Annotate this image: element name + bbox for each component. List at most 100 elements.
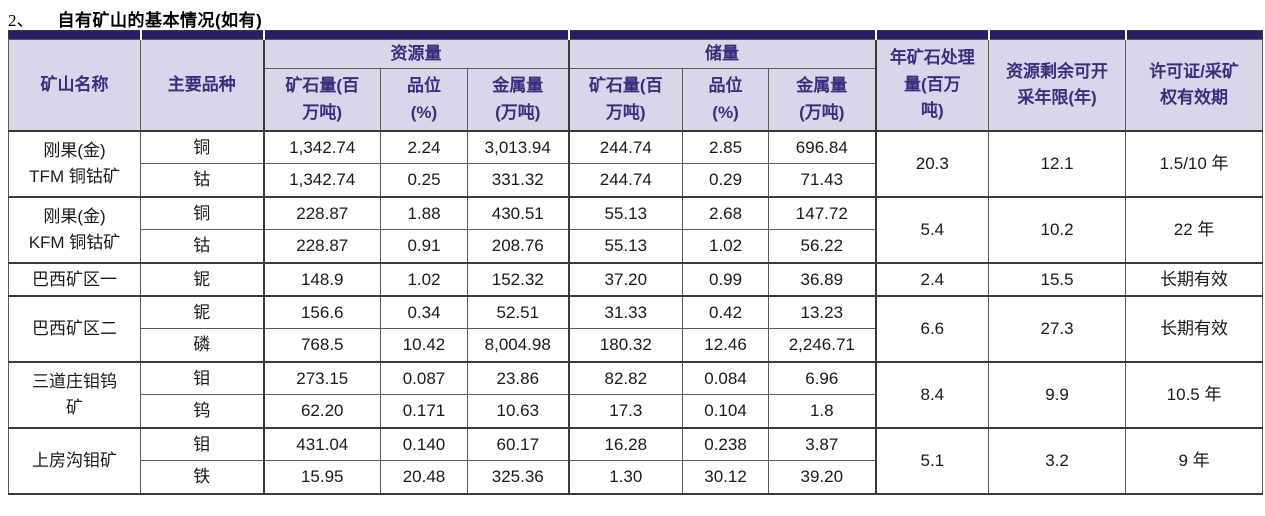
table-row: 上房沟钼矿 钼 431.04 0.140 60.17 16.28 0.238 3… <box>8 426 1264 495</box>
license-cell: 1.5/10 年 <box>1125 129 1264 198</box>
section-title: 2、 自有矿山的基本情况(如有) <box>0 0 1265 30</box>
rsv-ore-cell: 244.74 <box>567 163 684 198</box>
rsv-ore-cell: 180.32 <box>567 328 684 363</box>
rsv-metal-cell: 13.23 <box>768 294 877 330</box>
col-header-mine-name: 矿山名称 <box>8 38 141 132</box>
res-ore-cell: 15.95 <box>262 460 381 495</box>
accent-bar-segment <box>139 30 264 40</box>
rsv-metal-cell: 3.87 <box>768 426 877 462</box>
rsv-grade-cell: 0.29 <box>682 163 770 198</box>
res-grade-cell: 0.140 <box>380 426 468 462</box>
col-header-variety: 主要品种 <box>140 38 264 132</box>
res-grade-cell: 0.34 <box>380 294 468 330</box>
res-grade-cell: 1.88 <box>380 195 468 231</box>
variety-cell: 钴 <box>140 163 264 198</box>
rsv-metal-cell: 36.89 <box>768 261 877 297</box>
rsv-metal-cell: 147.72 <box>768 195 877 231</box>
header-row-groups: 矿山名称 主要品种 资源量 储量 年矿石处理 量(百万 吨) 资源剩余可开 采年… <box>8 38 1264 132</box>
accent-bar-segment <box>1124 30 1263 40</box>
rsv-grade-cell: 0.104 <box>682 394 770 429</box>
accent-bar-segment <box>874 30 989 40</box>
col-header-license: 许可证/采矿 权有效期 <box>1125 38 1264 132</box>
variety-cell: 铁 <box>140 460 264 495</box>
variety-cell: 铌 <box>140 261 264 297</box>
col-header-rsv-ore: 矿石量(百 万吨) <box>567 68 684 132</box>
res-ore-cell: 1,342.74 <box>262 163 381 198</box>
col-header-rsv-metal: 金属量 (万吨) <box>768 68 877 132</box>
col-group-resources: 资源量 <box>262 38 570 70</box>
rsv-grade-cell: 0.238 <box>682 426 770 462</box>
res-grade-cell: 0.25 <box>380 163 468 198</box>
license-cell: 长期有效 <box>1125 261 1264 297</box>
accent-bar-segment <box>567 30 876 40</box>
col-header-res-grade: 品位 (%) <box>380 68 468 132</box>
table-row: 巴西矿区二 铌 156.6 0.34 52.51 31.33 0.42 13.2… <box>8 294 1264 363</box>
license-cell: 9 年 <box>1125 426 1264 495</box>
res-metal-cell: 23.86 <box>466 360 570 396</box>
remaining-years-cell: 15.5 <box>988 261 1127 297</box>
table-row: 钴 1,342.74 0.25 331.32 244.74 0.29 71.43 <box>9 163 1263 198</box>
table-top-accent-bar <box>8 30 1263 40</box>
col-header-res-ore: 矿石量(百 万吨) <box>262 68 381 132</box>
rsv-ore-cell: 31.33 <box>567 294 684 330</box>
license-cell: 22 年 <box>1125 195 1264 264</box>
col-header-res-metal: 金属量 (万吨) <box>466 68 570 132</box>
res-grade-cell: 0.171 <box>380 394 468 429</box>
res-ore-cell: 431.04 <box>262 426 381 462</box>
rsv-metal-cell: 39.20 <box>768 460 877 495</box>
mine-name-cell: 刚果(金) KFM 铜钴矿 <box>8 195 141 264</box>
res-grade-cell: 0.91 <box>380 229 468 264</box>
res-grade-cell: 10.42 <box>380 328 468 363</box>
mine-name-cell: 刚果(金) TFM 铜钴矿 <box>8 129 141 198</box>
col-header-rsv-grade: 品位 (%) <box>682 68 770 132</box>
rsv-metal-cell: 1.8 <box>768 394 877 429</box>
variety-cell: 钨 <box>140 394 264 429</box>
rsv-metal-cell: 6.96 <box>768 360 877 396</box>
res-grade-cell: 20.48 <box>380 460 468 495</box>
res-metal-cell: 52.51 <box>466 294 570 330</box>
res-metal-cell: 331.32 <box>466 163 570 198</box>
table-row: 刚果(金) TFM 铜钴矿 铜 1,342.74 2.24 3,013.94 2… <box>8 129 1264 198</box>
remaining-years-cell: 12.1 <box>988 129 1127 198</box>
variety-cell: 铌 <box>140 294 264 330</box>
rsv-ore-cell: 55.13 <box>567 229 684 264</box>
res-grade-cell: 2.24 <box>380 129 468 165</box>
remaining-years-cell: 10.2 <box>988 195 1127 264</box>
rsv-grade-cell: 2.85 <box>682 129 770 165</box>
rsv-ore-cell: 37.20 <box>567 261 684 297</box>
rsv-ore-cell: 244.74 <box>567 129 684 165</box>
mines-table: 矿山名称 主要品种 资源量 储量 年矿石处理 量(百万 吨) 资源剩余可开 采年… <box>8 30 1264 495</box>
rsv-metal-cell: 71.43 <box>768 163 877 198</box>
table-row: 巴西矿区一 铌 148.9 1.02 152.32 37.20 0.99 36.… <box>8 261 1264 297</box>
col-header-annual-processing: 年矿石处理 量(百万 吨) <box>874 38 990 132</box>
annual-processing-cell: 5.1 <box>874 426 990 495</box>
res-grade-cell: 0.087 <box>380 360 468 396</box>
res-ore-cell: 62.20 <box>262 394 381 429</box>
rsv-metal-cell: 2,246.71 <box>768 328 877 363</box>
annual-processing-cell: 8.4 <box>874 360 990 429</box>
accent-bar-segment <box>262 30 569 40</box>
rsv-grade-cell: 0.084 <box>682 360 770 396</box>
variety-cell: 钼 <box>140 360 264 396</box>
mine-name-cell: 巴西矿区一 <box>8 261 141 297</box>
rsv-ore-cell: 1.30 <box>567 460 684 495</box>
res-ore-cell: 228.87 <box>262 229 381 264</box>
variety-cell: 铜 <box>140 195 264 231</box>
res-metal-cell: 8,004.98 <box>466 328 570 363</box>
remaining-years-cell: 27.3 <box>988 294 1127 363</box>
res-ore-cell: 1,342.74 <box>262 129 381 165</box>
col-group-reserves: 储量 <box>567 38 877 70</box>
rsv-grade-cell: 0.42 <box>682 294 770 330</box>
res-ore-cell: 148.9 <box>262 261 381 297</box>
annual-processing-cell: 6.6 <box>874 294 990 363</box>
res-ore-cell: 273.15 <box>262 360 381 396</box>
res-metal-cell: 325.36 <box>466 460 570 495</box>
rsv-ore-cell: 55.13 <box>567 195 684 231</box>
table-row: 三道庄钼钨 矿 钼 273.15 0.087 23.86 82.82 0.084… <box>8 360 1264 429</box>
res-metal-cell: 10.63 <box>466 394 570 429</box>
res-metal-cell: 3,013.94 <box>466 129 570 165</box>
section-number: 2、 <box>8 11 34 30</box>
res-ore-cell: 156.6 <box>262 294 381 330</box>
annual-processing-cell: 5.4 <box>874 195 990 264</box>
